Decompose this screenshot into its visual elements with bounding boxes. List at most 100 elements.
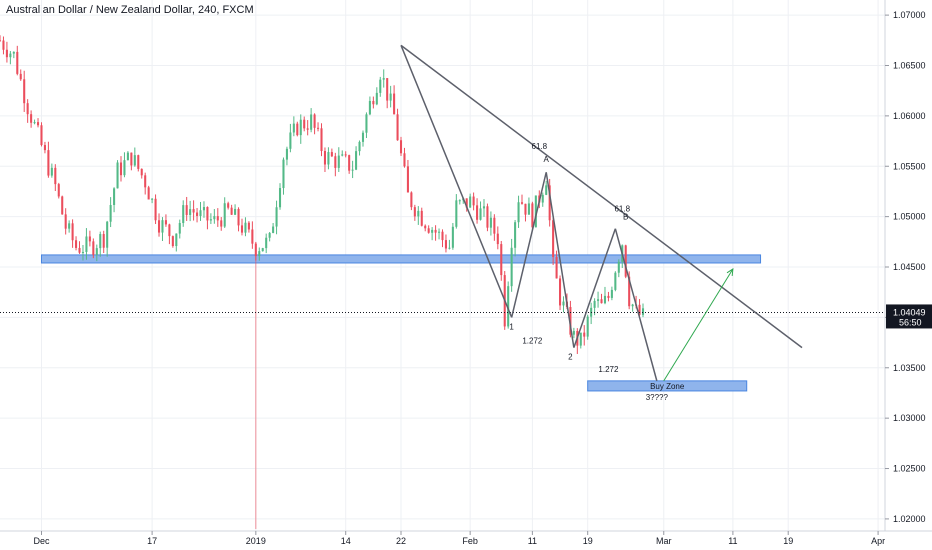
candle-body bbox=[406, 166, 409, 193]
candle bbox=[247, 221, 250, 233]
candle-body bbox=[600, 299, 603, 304]
candle-body bbox=[126, 152, 129, 161]
candle-body bbox=[517, 202, 520, 223]
candle-body bbox=[327, 152, 330, 165]
candle bbox=[92, 238, 95, 259]
candle bbox=[361, 130, 365, 147]
arrow-head bbox=[726, 268, 734, 277]
price-tick-label: 1.05000 bbox=[893, 212, 926, 222]
candle-body bbox=[424, 225, 427, 229]
candle bbox=[71, 219, 74, 248]
candle-body bbox=[182, 205, 185, 224]
candle bbox=[151, 197, 154, 204]
candle-body bbox=[496, 233, 499, 245]
candle bbox=[344, 151, 347, 158]
grid bbox=[0, 0, 885, 531]
candle bbox=[631, 303, 634, 312]
candle-body bbox=[441, 231, 444, 241]
candle-body bbox=[147, 187, 150, 200]
candle bbox=[133, 147, 136, 167]
time-axis[interactable]: Dec 17 2019 14 22 Feb 11 19 Mar 11 19 Apr bbox=[0, 530, 932, 550]
candle-body bbox=[586, 316, 589, 337]
candle-body bbox=[5, 49, 8, 58]
candle bbox=[68, 220, 71, 233]
candle-body bbox=[399, 140, 403, 154]
price-tick-label: 1.03500 bbox=[893, 363, 926, 373]
candle bbox=[192, 200, 195, 221]
candle-body bbox=[379, 79, 382, 93]
candle-body bbox=[420, 210, 423, 226]
candle-body bbox=[102, 234, 105, 248]
candle bbox=[175, 233, 178, 252]
time-tick-label: 11 bbox=[728, 536, 737, 546]
candle bbox=[527, 197, 530, 215]
candle-body bbox=[164, 220, 167, 225]
candle-body bbox=[375, 92, 378, 105]
candle-body bbox=[393, 93, 396, 115]
candle bbox=[610, 286, 613, 301]
candle bbox=[272, 223, 275, 234]
candle bbox=[559, 275, 562, 311]
candle-body bbox=[12, 51, 15, 54]
candle-body bbox=[130, 152, 133, 166]
candle-body bbox=[178, 223, 181, 234]
candle bbox=[368, 96, 371, 116]
candle bbox=[590, 302, 593, 325]
candle-body bbox=[638, 304, 641, 315]
candle bbox=[50, 163, 53, 178]
candle-body bbox=[227, 203, 230, 208]
candle-body bbox=[641, 308, 645, 315]
candle bbox=[448, 239, 451, 250]
candle bbox=[413, 204, 416, 221]
price-axis[interactable]: 1.07000 1.06500 1.06000 1.05500 1.05000 1.045… bbox=[884, 0, 932, 550]
candle-body bbox=[213, 216, 216, 220]
candle-body bbox=[251, 229, 254, 244]
candle-body bbox=[88, 236, 91, 242]
candle bbox=[393, 85, 396, 115]
candle bbox=[334, 152, 337, 177]
pattern-leg bbox=[614, 228, 658, 382]
candle-body bbox=[607, 295, 610, 298]
candle bbox=[40, 122, 43, 147]
candle-body bbox=[33, 122, 36, 124]
candle-body bbox=[209, 219, 212, 221]
candle bbox=[258, 247, 261, 261]
candle-body bbox=[572, 330, 575, 335]
candle-body bbox=[137, 155, 140, 169]
candle bbox=[375, 87, 378, 106]
candle bbox=[355, 146, 358, 171]
candle bbox=[213, 209, 216, 224]
candle bbox=[341, 150, 344, 157]
candle-body bbox=[337, 155, 340, 168]
price-axis-bg bbox=[885, 0, 932, 550]
candle bbox=[486, 203, 489, 232]
candle-body bbox=[133, 155, 136, 166]
candle-body bbox=[365, 114, 368, 133]
candle-body bbox=[85, 236, 88, 252]
candle bbox=[292, 116, 295, 137]
candle-body bbox=[479, 208, 482, 220]
candle bbox=[372, 96, 375, 109]
candle bbox=[545, 180, 548, 196]
candle-body bbox=[610, 289, 613, 298]
candle bbox=[586, 314, 589, 340]
candle-body bbox=[458, 200, 461, 202]
candle-body bbox=[396, 114, 399, 141]
candle bbox=[202, 201, 206, 218]
candle bbox=[119, 156, 123, 182]
candle bbox=[583, 325, 586, 346]
candle-body bbox=[320, 128, 323, 152]
candle bbox=[348, 154, 351, 174]
pattern-label: 3???? bbox=[646, 393, 669, 402]
candle bbox=[406, 159, 409, 193]
price-tick-label: 1.02500 bbox=[893, 464, 926, 474]
candle-body bbox=[361, 132, 365, 142]
candle-body bbox=[23, 79, 26, 104]
candle-body bbox=[489, 217, 492, 228]
candle bbox=[427, 225, 430, 234]
candle bbox=[282, 157, 285, 195]
candle-body bbox=[617, 261, 620, 273]
candle bbox=[638, 299, 641, 317]
candle-body bbox=[434, 229, 437, 233]
